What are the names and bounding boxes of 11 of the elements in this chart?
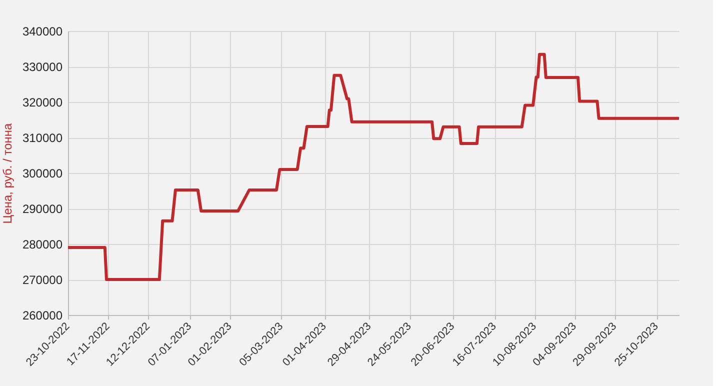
y-tick-label: 320000	[22, 96, 63, 110]
y-tick-label: 310000	[22, 131, 63, 145]
y-tick-label: 280000	[22, 238, 63, 252]
line-series	[66, 52, 680, 281]
y-tick-label: 260000	[22, 308, 63, 322]
y-tick-label: 270000	[22, 273, 63, 287]
y-axis-title: Цена, руб. / тонна	[0, 122, 14, 224]
y-tick-label: 330000	[22, 60, 63, 74]
y-tick-label: 300000	[22, 166, 63, 180]
y-tick-label: 290000	[22, 202, 63, 216]
y-tick-label: 340000	[22, 24, 63, 38]
